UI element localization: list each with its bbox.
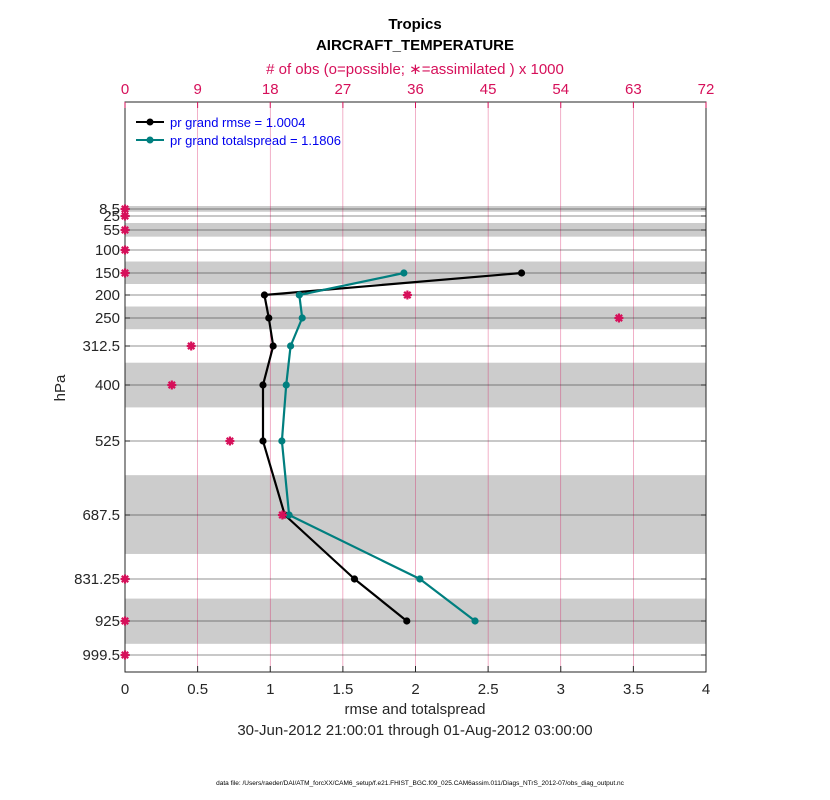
axis-ticks: 0 0.5 1 1.5 2 2.5 3 3.5 4 0 9 18 27 36 45 54 63 72 8.52555…: [74, 81, 714, 698]
y-tick-label: 312.5: [82, 338, 120, 355]
obs-count-marker: [120, 225, 130, 235]
obs-count-marker: [225, 436, 235, 446]
series-point-rmse: [403, 617, 411, 625]
legend-rmse-marker: [146, 118, 154, 126]
series-point-rmse: [259, 437, 267, 445]
y-tick-label: 400: [95, 377, 120, 394]
obs-marker-stroke: [121, 651, 129, 659]
series-point-totalspread: [416, 575, 424, 583]
x-tick-label: 0.5: [187, 681, 208, 698]
top-tick-label: 54: [552, 81, 569, 98]
obs-count-marker: [120, 650, 130, 660]
series-point-rmse: [265, 314, 273, 322]
obs-marker-stroke: [278, 511, 287, 519]
obs-count-marker: [120, 211, 130, 221]
top-tick-label: 9: [193, 81, 201, 98]
x-tick-label: 3: [557, 681, 565, 698]
legend-spread-label: pr grand totalspread = 1.1806: [170, 133, 341, 148]
top-tick-label: 0: [121, 81, 129, 98]
series-point-totalspread: [286, 342, 295, 350]
top-tick-label: 72: [698, 81, 715, 98]
series-point-rmse: [269, 342, 277, 350]
obs-count-marker: [277, 510, 287, 520]
obs-marker-stroke: [187, 342, 196, 350]
obs-marker-stroke: [121, 226, 129, 234]
legend-rmse-label: pr grand rmse = 1.0004: [170, 115, 306, 130]
obs-count-marker: [186, 341, 196, 351]
top-tick-label: 18: [262, 81, 279, 98]
series-point-rmse: [260, 291, 269, 299]
legend-spread-marker: [146, 136, 154, 144]
y-tick-label: 250: [95, 310, 120, 327]
date-range-label: 30-Jun-2012 21:00:01 through 01-Aug-2012…: [237, 722, 592, 739]
x-tick-label: 4: [702, 681, 710, 698]
top-tick-label: 27: [335, 81, 352, 98]
obs-count-marker: [120, 616, 130, 626]
obs-count-markers: [120, 204, 624, 660]
series-point-rmse: [259, 381, 267, 389]
y-tick-label: 150: [95, 265, 120, 282]
x-tick-label: 1.5: [332, 681, 353, 698]
obs-marker-stroke: [121, 617, 129, 625]
y-tick-label: 925: [95, 613, 120, 630]
top-axis-label: # of obs (o=possible; ∗=assimilated ) x …: [266, 61, 564, 78]
y-axis-label: hPa: [52, 374, 69, 401]
data-file-footer: data file: /Users/raeder/DAI/ATM_forcXX/…: [216, 780, 625, 787]
chart-subtitle: AIRCRAFT_TEMPERATURE: [316, 37, 514, 54]
series-point-totalspread: [298, 314, 306, 322]
obs-marker-stroke: [121, 575, 129, 583]
y-tick-label: 831.25: [74, 571, 120, 588]
y-tick-label: 55: [103, 222, 120, 239]
obs-marker-stroke: [121, 205, 129, 213]
series-point-rmse: [350, 575, 359, 583]
series-point-totalspread: [278, 437, 286, 445]
y-tick-label: 100: [95, 242, 120, 259]
obs-count-marker: [614, 313, 624, 323]
obs-count-marker: [402, 290, 412, 300]
obs-marker-stroke: [167, 381, 176, 389]
obs-marker-stroke: [121, 212, 129, 220]
obs-marker-stroke: [121, 269, 129, 277]
y-tick-label: 999.5: [82, 647, 120, 664]
y-tick-label: 8.5: [99, 201, 120, 218]
y-tick-label: 525: [95, 433, 120, 450]
series-point-totalspread: [282, 381, 290, 389]
top-tick-label: 36: [407, 81, 424, 98]
chart-title: Tropics: [388, 16, 441, 33]
x-axis-label: rmse and totalspread: [345, 701, 486, 718]
series-point-totalspread: [400, 269, 408, 277]
y-tick-label: 687.5: [82, 507, 120, 524]
obs-marker-stroke: [614, 314, 623, 322]
obs-count-marker: [167, 380, 177, 390]
x-tick-label: 2.5: [478, 681, 499, 698]
x-tick-label: 0: [121, 681, 129, 698]
obs-count-marker: [120, 574, 130, 584]
obs-count-marker: [120, 268, 130, 278]
x-tick-label: 1: [266, 681, 274, 698]
x-tick-label: 2: [411, 681, 419, 698]
top-tick-label: 63: [625, 81, 642, 98]
series-point-totalspread: [471, 617, 479, 625]
obs-marker-stroke: [121, 246, 129, 254]
legend: pr grand rmse = 1.0004 pr grand totalspr…: [136, 115, 341, 148]
obs-count-marker: [120, 245, 130, 255]
series-point-totalspread: [295, 291, 303, 299]
y-tick-label: 200: [95, 287, 120, 304]
y-tick-label: 25: [103, 208, 120, 225]
series-point-totalspread: [285, 511, 293, 519]
series-point-rmse: [517, 269, 526, 277]
obs-marker-stroke: [403, 291, 412, 299]
top-tick-label: 45: [480, 81, 497, 98]
x-tick-label: 3.5: [623, 681, 644, 698]
obs-marker-stroke: [225, 437, 234, 445]
